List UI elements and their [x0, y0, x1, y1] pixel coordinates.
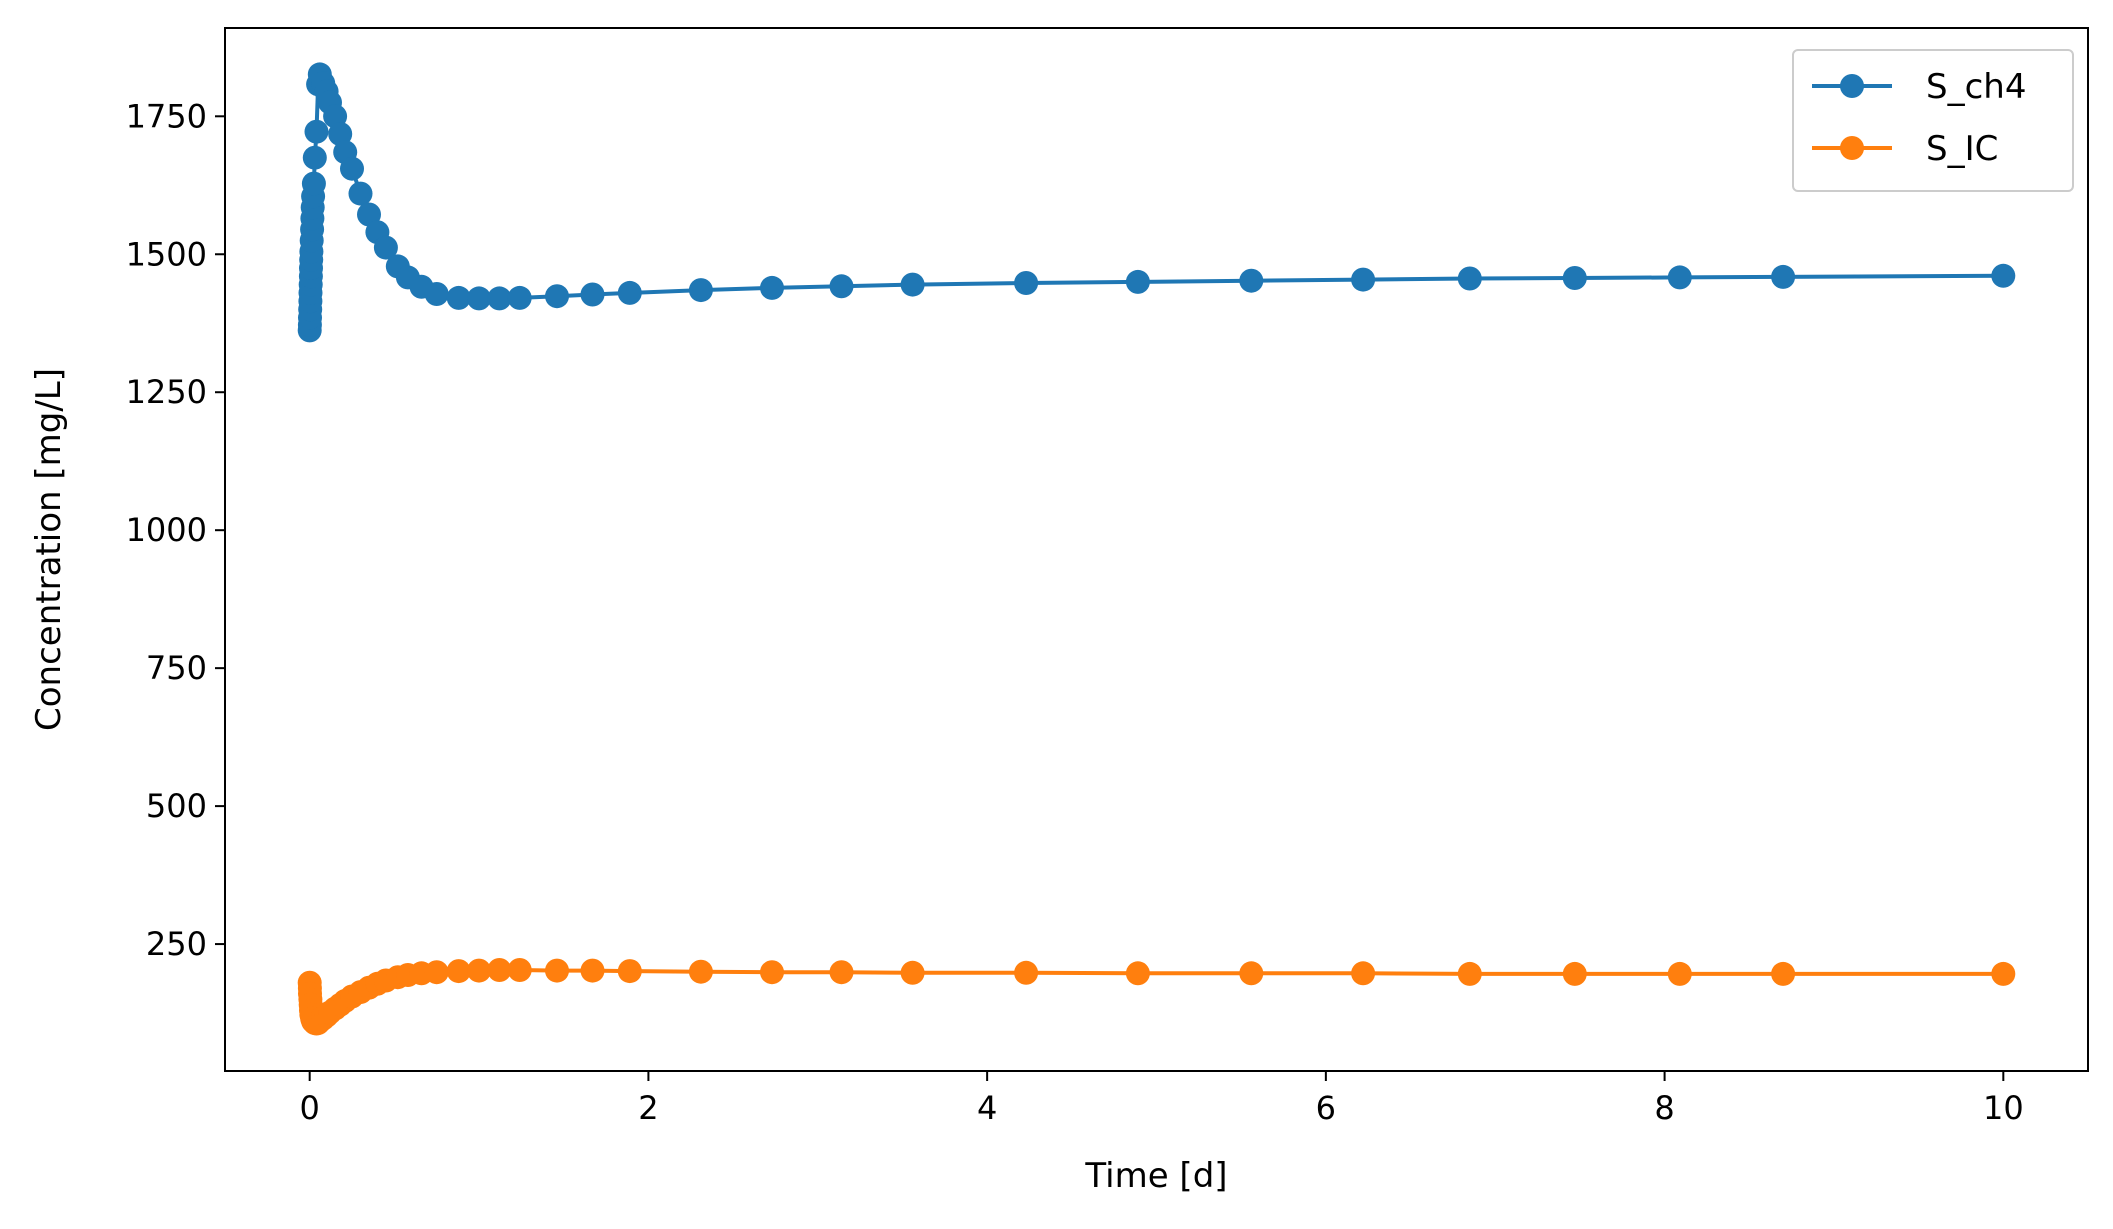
- data-point-s_ch4: [1351, 267, 1376, 292]
- data-point-s_ch4: [348, 181, 373, 206]
- legend: S_ch4 S_IC: [1792, 49, 2074, 192]
- legend-marker-s_ic: [1840, 136, 1864, 160]
- x-tick-label: 2: [638, 1089, 658, 1127]
- data-point-s_ic: [467, 958, 491, 983]
- data-point-s_ic: [1771, 961, 1796, 986]
- x-tick-label: 10: [1983, 1089, 2024, 1127]
- data-point-s_ch4: [1239, 268, 1264, 293]
- data-point-s_ic: [1125, 961, 1150, 986]
- data-point-s_ch4: [467, 286, 491, 311]
- data-point-s_ch4: [1991, 263, 2016, 288]
- data-point-s_ic: [424, 960, 449, 985]
- data-point-s_ch4: [545, 284, 569, 309]
- data-point-s_ic: [580, 958, 605, 983]
- legend-label-s_ch4: S_ch4: [1926, 67, 2026, 107]
- data-point-s_ic: [545, 958, 569, 983]
- data-point-s_ic: [900, 960, 925, 985]
- legend-marker-s_ch4: [1840, 74, 1864, 98]
- data-point-s_ch4: [328, 122, 353, 146]
- x-tick-label: 4: [977, 1089, 997, 1127]
- y-axis-label: Concentration [mg/L]: [29, 368, 69, 731]
- data-point-s_ic: [507, 958, 532, 982]
- data-point-s_ch4: [760, 275, 784, 300]
- y-axis-ticks: 250 500 750 1000 1250 1500 1750: [126, 97, 225, 963]
- data-point-s_ch4: [340, 156, 364, 181]
- data-point-s_ic: [617, 959, 642, 984]
- data-point-s_ch4: [424, 282, 449, 306]
- data-point-s_ch4: [617, 280, 642, 305]
- data-point-s_ch4: [302, 145, 327, 170]
- plot-markers: [297, 62, 2016, 1036]
- data-point-s_ic: [1457, 961, 1482, 986]
- data-point-s_ch4: [304, 119, 329, 144]
- y-tick-label: 1750: [126, 97, 207, 135]
- data-point-s_ch4: [507, 285, 532, 310]
- data-point-s_ch4: [900, 272, 925, 297]
- plot-frame: [224, 27, 2089, 1072]
- data-point-s_ic: [487, 958, 512, 982]
- data-point-s_ic: [829, 960, 854, 985]
- x-tick-label: 6: [1316, 1089, 1336, 1127]
- data-point-s_ch4: [1125, 269, 1150, 294]
- data-point-s_ch4: [1014, 271, 1039, 295]
- x-axis-ticks: 0 2 4 6 8 10: [300, 1071, 2024, 1127]
- y-tick-label: 1000: [126, 511, 207, 549]
- x-axis-label: Time [d]: [1084, 1156, 1227, 1196]
- data-point-s_ic: [1562, 961, 1587, 986]
- legend-label-s_ic: S_IC: [1926, 129, 1998, 169]
- data-point-s_ch4: [580, 282, 605, 307]
- y-tick-label: 250: [146, 925, 207, 963]
- data-point-s_ic: [446, 959, 471, 984]
- data-point-s_ic: [1991, 961, 2016, 986]
- data-point-s_ch4: [301, 171, 326, 196]
- data-point-s_ch4: [1667, 265, 1692, 290]
- y-tick-label: 1250: [126, 373, 207, 411]
- data-point-s_ch4: [446, 285, 471, 310]
- y-tick-label: 500: [146, 787, 207, 825]
- data-point-s_ic: [1351, 961, 1376, 986]
- x-tick-label: 0: [300, 1089, 320, 1127]
- data-point-s_ch4: [829, 274, 854, 299]
- x-tick-label: 8: [1654, 1089, 1674, 1127]
- data-point-s_ic: [1014, 960, 1039, 985]
- data-point-s_ic: [1667, 961, 1692, 986]
- data-point-s_ch4: [1771, 264, 1796, 289]
- y-tick-label: 750: [146, 649, 207, 687]
- data-point-s_ic: [1239, 961, 1264, 986]
- data-point-s_ch4: [1562, 266, 1587, 290]
- data-point-s_ic: [760, 960, 784, 985]
- y-tick-label: 1500: [126, 235, 207, 273]
- data-point-s_ch4: [1457, 266, 1482, 291]
- data-point-s_ic: [688, 959, 713, 984]
- data-point-s_ch4: [688, 278, 713, 303]
- data-point-s_ch4: [373, 235, 398, 260]
- data-point-s_ch4: [487, 286, 512, 311]
